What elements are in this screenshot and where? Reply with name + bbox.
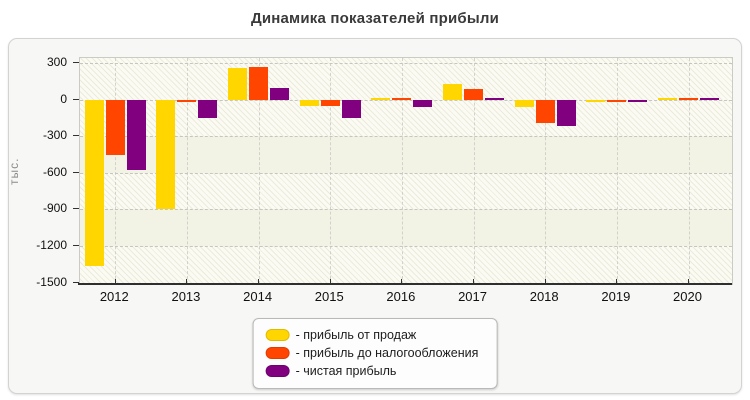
x-tick-label: 2016 bbox=[386, 289, 416, 304]
x-tick-label: 2012 bbox=[99, 289, 129, 304]
x-tick-label: 2014 bbox=[243, 289, 273, 304]
y-tick-label: -1200 bbox=[36, 238, 67, 253]
horizontal-gridline bbox=[80, 136, 732, 138]
chart-panel: тыс. - прибыль от продаж - прибыль до на… bbox=[7, 38, 742, 394]
legend: - прибыль от продаж - прибыль до налогоо… bbox=[252, 318, 498, 389]
bar-2013-series1 bbox=[156, 99, 176, 210]
y-tick-label: 300 bbox=[46, 54, 67, 69]
x-tick-label: 2013 bbox=[171, 289, 201, 304]
vertical-gridline bbox=[473, 58, 475, 284]
bar-2013-series2 bbox=[177, 99, 197, 102]
y-tick-mark bbox=[73, 135, 79, 137]
y-tick-mark bbox=[73, 208, 79, 210]
bar-2018-series3 bbox=[556, 99, 576, 127]
legend-item: - чистая прибыль bbox=[265, 364, 479, 378]
bar-2019-series1 bbox=[586, 99, 606, 102]
x-tick-mark bbox=[544, 279, 546, 284]
x-tick-mark bbox=[114, 279, 116, 284]
y-tick-mark bbox=[73, 61, 79, 63]
x-tick-mark bbox=[688, 279, 689, 284]
bar-2020-series3 bbox=[700, 97, 719, 100]
bar-2019-series3 bbox=[628, 99, 648, 102]
y-tick-mark bbox=[73, 245, 79, 247]
bar-2017-series1 bbox=[443, 84, 463, 100]
legend-item-label: - прибыль до налогообложения bbox=[295, 346, 479, 360]
legend-swatch-sales bbox=[265, 329, 290, 341]
plot-band-hatched bbox=[80, 172, 732, 210]
y-tick-label: -1500 bbox=[36, 274, 67, 289]
x-tick-label: 2018 bbox=[529, 289, 559, 304]
horizontal-gridline bbox=[80, 99, 732, 101]
x-tick-mark bbox=[473, 279, 475, 284]
vertical-gridline bbox=[258, 58, 260, 284]
bar-2017-series2 bbox=[464, 88, 484, 100]
y-tick-label: -300 bbox=[42, 128, 67, 143]
bar-2018-series1 bbox=[514, 99, 534, 107]
x-tick-mark bbox=[616, 279, 618, 284]
plot-band-hatched bbox=[80, 58, 732, 137]
x-tick-mark bbox=[401, 279, 403, 284]
vertical-gridline bbox=[115, 58, 117, 284]
legend-item: - прибыль от продаж bbox=[265, 328, 479, 342]
bar-2015-series1 bbox=[299, 99, 319, 106]
legend-item-label: - прибыль от продаж bbox=[295, 328, 417, 342]
bar-2012-series2 bbox=[105, 99, 125, 155]
y-tick-label: -900 bbox=[42, 201, 67, 216]
bar-2017-series3 bbox=[485, 97, 505, 100]
x-tick-label: 2020 bbox=[673, 289, 702, 304]
bar-2015-series2 bbox=[320, 99, 340, 106]
vertical-gridline bbox=[401, 58, 403, 284]
vertical-gridline bbox=[616, 58, 618, 284]
chart-title: Динамика показателей прибыли bbox=[250, 10, 500, 27]
bar-2016-series1 bbox=[371, 97, 391, 100]
horizontal-gridline bbox=[80, 209, 732, 211]
horizontal-gridline bbox=[80, 62, 732, 64]
bar-2019-series2 bbox=[607, 99, 627, 102]
bar-2014-series2 bbox=[249, 66, 269, 100]
y-tick-mark bbox=[73, 171, 79, 173]
bar-2016-series2 bbox=[392, 97, 412, 100]
bar-2020-series1 bbox=[658, 97, 677, 100]
legend-item: - прибыль до налогообложения bbox=[265, 346, 479, 360]
x-tick-label: 2017 bbox=[458, 289, 487, 304]
bar-2012-series1 bbox=[84, 99, 104, 266]
y-tick-label: 0 bbox=[60, 91, 67, 106]
plot-band-hatched bbox=[80, 246, 732, 284]
horizontal-gridline bbox=[80, 172, 732, 174]
bar-2020-series2 bbox=[679, 97, 698, 100]
y-tick-mark bbox=[73, 98, 79, 100]
x-tick-mark bbox=[258, 279, 260, 284]
vertical-gridline bbox=[688, 58, 690, 284]
y-tick-label: -600 bbox=[42, 164, 67, 179]
bar-2016-series3 bbox=[413, 99, 433, 107]
plot-area bbox=[79, 57, 733, 285]
legend-item-label: - чистая прибыль bbox=[295, 364, 397, 378]
y-tick-mark bbox=[73, 281, 79, 283]
x-tick-mark bbox=[329, 279, 331, 284]
bar-2013-series3 bbox=[198, 99, 218, 119]
bar-2015-series3 bbox=[341, 99, 361, 118]
bar-2012-series3 bbox=[126, 99, 146, 171]
x-tick-label: 2015 bbox=[314, 289, 344, 304]
bar-2018-series2 bbox=[535, 99, 555, 123]
legend-swatch-pretax bbox=[265, 347, 290, 359]
vertical-gridline bbox=[330, 58, 332, 284]
vertical-gridline bbox=[186, 58, 188, 284]
vertical-gridline bbox=[545, 58, 547, 284]
x-tick-mark bbox=[186, 279, 188, 284]
horizontal-gridline bbox=[80, 246, 732, 248]
bar-2014-series3 bbox=[270, 87, 290, 100]
legend-swatch-net bbox=[265, 365, 290, 377]
x-axis-line bbox=[78, 283, 732, 285]
bar-2014-series1 bbox=[228, 67, 248, 100]
x-tick-label: 2019 bbox=[601, 289, 631, 304]
